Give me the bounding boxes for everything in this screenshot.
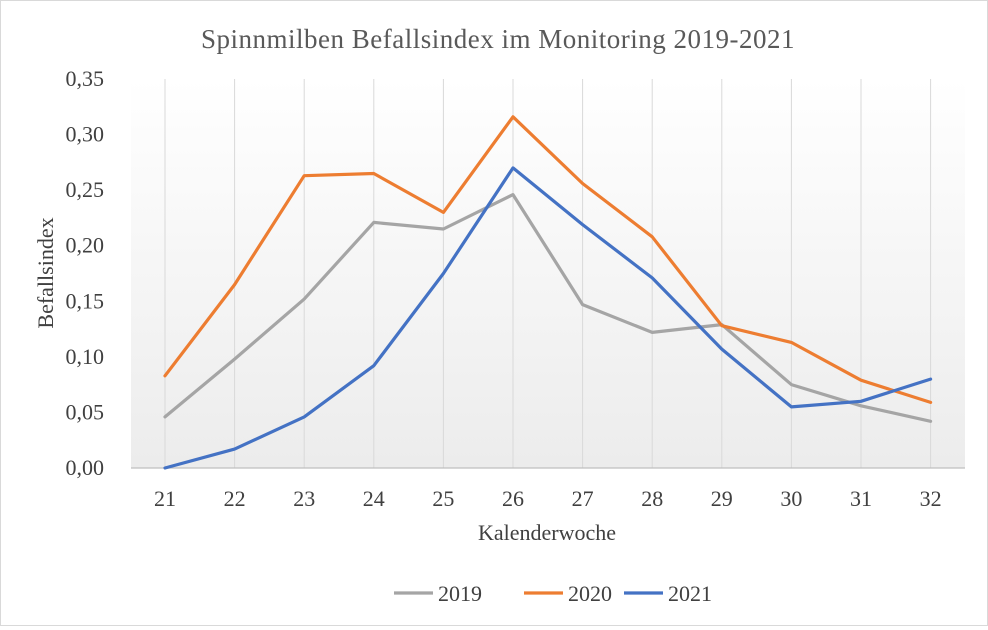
x-tick-label: 26 xyxy=(502,486,524,511)
x-tick-label: 23 xyxy=(293,486,315,511)
y-tick-label: 0,15 xyxy=(66,288,105,313)
x-tick-label: 22 xyxy=(224,486,246,511)
x-tick-label: 32 xyxy=(920,486,942,511)
y-tick-label: 0,35 xyxy=(66,66,105,91)
legend: 2019 2020 2021 xyxy=(394,581,712,606)
series-line-2019 xyxy=(163,193,933,423)
y-axis-label: Befallsindex xyxy=(33,217,58,328)
x-tick-label: 24 xyxy=(363,486,385,511)
y-tick-label: 0,10 xyxy=(66,344,105,369)
series xyxy=(163,115,933,470)
y-tick-label: 0,25 xyxy=(66,177,105,202)
y-tick-label: 0,00 xyxy=(66,455,105,480)
series-line-2021 xyxy=(163,166,933,470)
series-line-2020 xyxy=(163,115,933,404)
y-tick-label: 0,20 xyxy=(66,233,105,258)
x-tick-label: 28 xyxy=(641,486,663,511)
legend-label-2019: 2019 xyxy=(438,581,482,606)
axes: 21 22 23 24 25 26 27 28 29 30 31 32 0,00 0,05 0,10 0,15… xyxy=(66,66,965,511)
x-tick-label: 25 xyxy=(432,486,454,511)
x-tick-label: 30 xyxy=(780,486,802,511)
y-tick-label: 0,05 xyxy=(66,399,105,424)
x-tick-label: 27 xyxy=(572,486,594,511)
plot-area xyxy=(131,79,965,468)
x-tick-label: 29 xyxy=(711,486,733,511)
y-tick-label: 0,30 xyxy=(66,122,105,147)
x-axis-label: Kalenderwoche xyxy=(478,520,616,545)
chart-title: Spinnmilben Befallsindex im Monitoring 2… xyxy=(201,24,795,54)
legend-label-2021: 2021 xyxy=(668,581,712,606)
x-tick-label: 21 xyxy=(154,486,176,511)
legend-label-2020: 2020 xyxy=(568,581,612,606)
x-tick-label: 31 xyxy=(850,486,872,511)
